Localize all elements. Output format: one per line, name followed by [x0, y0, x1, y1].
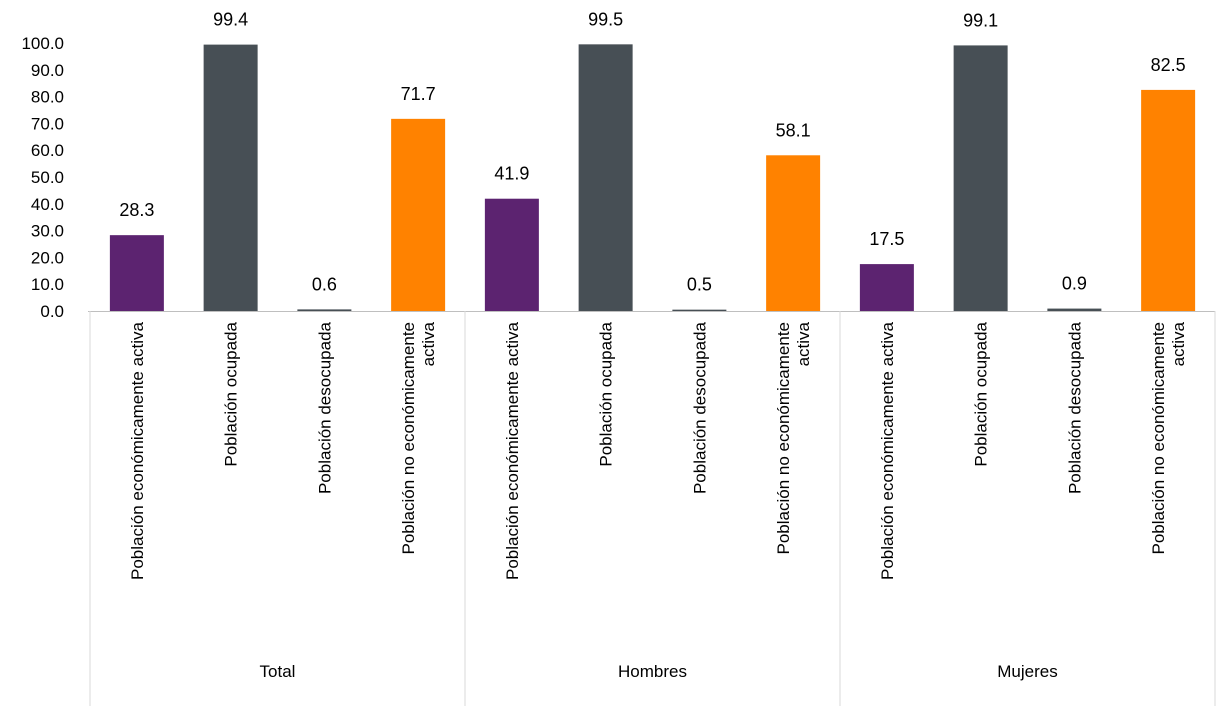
- bar: [109, 235, 164, 311]
- category-label: activa: [419, 321, 438, 366]
- bar: [766, 155, 821, 311]
- group-label: Hombres: [618, 662, 687, 681]
- y-tick-label: 100.0: [21, 34, 64, 53]
- data-label: 99.5: [588, 9, 623, 29]
- y-tick-label: 70.0: [31, 114, 64, 133]
- category-label: Población económicamente activa: [128, 321, 147, 580]
- data-label: 41.9: [494, 164, 529, 184]
- bar: [578, 44, 633, 312]
- bar: [297, 309, 352, 311]
- category-label: Población desocupada: [690, 321, 709, 494]
- y-tick-label: 40.0: [31, 195, 64, 214]
- category-label: Población económicamente activa: [878, 321, 897, 580]
- category-label: activa: [794, 321, 813, 366]
- bar: [859, 264, 914, 311]
- data-label: 71.7: [401, 84, 436, 104]
- y-tick-label: 10.0: [31, 275, 64, 294]
- x-axis: Población económicamente activa Población…: [88, 311, 1216, 706]
- y-tick-label: 50.0: [31, 168, 64, 187]
- data-label: 99.4: [213, 10, 248, 30]
- category-label: Población no económicamente: [774, 322, 793, 554]
- y-tick-label: 60.0: [31, 141, 64, 160]
- category-label: Población desocupada: [315, 321, 334, 494]
- category-label: Población desocupada: [1065, 321, 1084, 494]
- bar: [203, 44, 258, 311]
- bar: [672, 309, 727, 311]
- y-tick-label: 90.0: [31, 61, 64, 80]
- bar: [953, 45, 1008, 312]
- y-axis: 0.0 10.0 20.0 30.0 40.0 50.0 60.0 70.0 80.0 90.0 1…: [21, 34, 64, 321]
- category-label: Población ocupada: [597, 321, 616, 466]
- bars: [109, 44, 1196, 312]
- category-label: Población no económicamente: [1149, 322, 1168, 554]
- bar: [1047, 308, 1102, 311]
- data-label: 28.3: [119, 200, 154, 220]
- category-label: Población económicamente activa: [503, 321, 522, 580]
- y-tick-label: 20.0: [31, 248, 64, 267]
- data-label: 0.6: [312, 274, 337, 294]
- bar: [484, 198, 539, 311]
- category-label: Población ocupada: [972, 321, 991, 466]
- data-label: 99.1: [963, 10, 998, 30]
- data-label: 0.5: [687, 275, 712, 295]
- category-label: Población ocupada: [222, 321, 241, 466]
- y-tick-label: 80.0: [31, 88, 64, 107]
- category-label: activa: [1169, 321, 1188, 366]
- category-label: Población no económicamente: [399, 322, 418, 554]
- data-label: 17.5: [869, 229, 904, 249]
- group-label: Total: [260, 662, 296, 681]
- data-label: 82.5: [1151, 55, 1186, 75]
- y-tick-label: 30.0: [31, 222, 64, 241]
- data-label: 58.1: [776, 120, 811, 140]
- data-labels: 28.3 99.4 0.6 71.7 41.9 99.5 0.5 58.1 17.5 99.1 0.…: [119, 9, 1185, 294]
- y-tick-label: 0.0: [40, 302, 64, 321]
- data-label: 0.9: [1062, 274, 1087, 294]
- bar: [391, 118, 446, 312]
- group-label: Mujeres: [997, 662, 1057, 681]
- bar: [1141, 89, 1196, 312]
